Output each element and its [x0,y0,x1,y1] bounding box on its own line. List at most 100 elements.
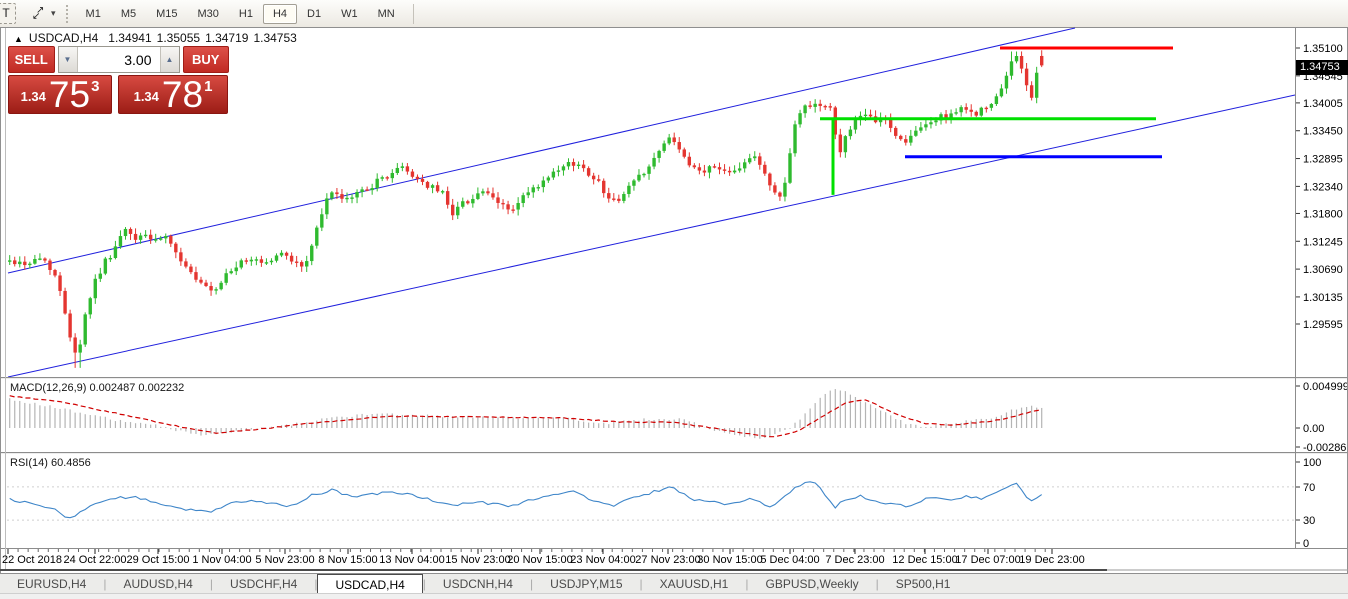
time-axis-label: 12 Dec 15:00 [892,554,957,566]
ohlc-open: 1.34941 [108,31,152,45]
time-axis-label: 13 Nov 04:00 [379,554,444,566]
chart-tab-usdjpy[interactable]: USDJPY,M15 [550,577,623,591]
volume-stepper: ▼ ▲ [57,46,180,73]
price-axis-label: 1.31800 [1303,208,1343,220]
time-axis-label: 15 Nov 23:00 [445,554,510,566]
chart-tab-usdcnh[interactable]: USDCNH,H4 [442,577,513,591]
rsi-axis-label: 30 [1303,515,1315,527]
price-axis-label: 1.32340 [1303,181,1343,193]
arrows-icon: ↗ ↙ [32,4,45,22]
sell-price-box[interactable]: 1.34 75 3 [8,75,112,114]
tab-separator: | [314,577,318,591]
price-axis-label: 1.35100 [1303,43,1343,55]
chevron-down-icon[interactable]: ▾ [51,8,56,18]
macd-signal-line [9,395,1042,438]
time-axis-label: 30 Nov 15:00 [697,554,762,566]
macd-axis-label: 0.00 [1303,423,1324,435]
upper-channel-trendline [7,27,1076,274]
time-axis-label: 5 Dec 04:00 [760,554,819,566]
collapse-arrow-icon[interactable]: ▲ [14,34,23,44]
timeframe-button-m5[interactable]: M5 [120,7,137,20]
price-axis-label: 1.32895 [1303,154,1343,166]
chart-tab-gbpusd[interactable]: GBPUSD,Weekly [765,577,859,591]
chart-tab-sp500[interactable]: SP500,H1 [895,577,951,591]
buy-price-prefix: 1.34 [133,89,159,104]
buy-button[interactable]: BUY [182,46,229,73]
timeframe-button-d1[interactable]: D1 [307,7,322,20]
timeframe-buttons: M1 M5 M15 M30 H1 H4 D1 W1 MN [76,3,405,24]
volume-decrease-button[interactable]: ▼ [58,47,78,72]
chart-tab-xauusd[interactable]: XAUUSD,H1 [659,577,729,591]
time-axis-label: 27 Nov 23:00 [635,554,700,566]
timeframe-button-w1[interactable]: W1 [341,7,358,20]
sell-price-prefix: 1.34 [20,89,46,104]
macd-axis-label: 0.004999 [1303,381,1348,393]
ohlc-low: 1.34719 [205,31,249,45]
timeframe-button-m1[interactable]: M1 [85,7,101,20]
tab-separator: | [529,577,534,591]
price-axis-label: 1.31245 [1303,236,1343,248]
tab-separator: | [745,577,749,591]
sell-price-digits: 75 [48,74,91,115]
cursor-tool-button[interactable]: ↗ ↙ ▾ [32,4,56,22]
macd-axis-label: -0.00286 [1303,442,1346,454]
time-axis-label: 8 Nov 15:00 [318,554,377,566]
sell-price-pip: 3 [91,78,100,95]
time-axis-label: 5 Nov 23:00 [255,554,314,566]
volume-increase-button[interactable]: ▲ [159,47,179,72]
macd-indicator-label: MACD(12,26,9) 0.002487 0.002232 [10,382,185,394]
rsi-axis-label: 100 [1303,457,1321,469]
timeframe-button-mn[interactable]: MN [377,7,395,20]
tab-separator: | [422,577,426,591]
buy-price-digits: 78 [161,74,204,115]
time-axis-label: 29 Oct 15:00 [127,554,190,566]
sell-button[interactable]: SELL [8,46,55,73]
time-axis-label: 23 Nov 04:00 [570,554,635,566]
rsi-indicator-label: RSI(14) 60.4856 [10,457,91,469]
time-axis-label: 20 Nov 15:00 [507,554,572,566]
rsi-axis-label: 0 [1303,538,1309,550]
price-axis-label: 1.33450 [1303,126,1343,138]
ohlc-high: 1.35055 [156,31,201,45]
price-axis-label: 1.34005 [1303,98,1343,110]
chart-tab-usdcad[interactable]: USDCAD,H4 [317,574,423,594]
top-toolbar: T ↗ ↙ ▾ M1 M5 M15 M30 H1 H4 D1 W1 MN [0,0,1348,28]
chart-header: ▲ USDCAD,H4 1.34941 1.35055 1.34719 1.34753 [14,31,302,45]
timeframe-button-m15[interactable]: M15 [156,7,178,20]
timeframe-button-h4[interactable]: H4 [262,3,298,24]
price-axis-label: 1.30135 [1303,292,1343,304]
chart-tab-bar: EURUSD,H4 | AUDUSD,H4 | USDCHF,H4 | USDCAD,H4 |… [0,573,1348,594]
symbol-period-label: USDCAD,H4 [28,31,99,45]
tab-separator: | [103,577,107,591]
chart-window-border [0,27,1348,28]
tab-separator: | [209,577,213,591]
tab-separator: | [639,577,643,591]
lower-channel-trendline [7,94,1296,378]
buy-price-pip: 1 [204,78,213,95]
chart-tab-eurusd[interactable]: EURUSD,H4 [17,577,87,591]
tab-separator: | [875,577,879,591]
time-axis-label: 7 Dec 23:00 [825,554,884,566]
buy-price-box[interactable]: 1.34 78 1 [118,75,228,114]
status-strip [0,593,1348,599]
rsi-line [9,481,1043,519]
rsi-axis-label: 70 [1303,482,1315,494]
timeframe-button-h1[interactable]: H1 [238,7,253,20]
time-axis-label: 24 Oct 22:00 [64,554,127,566]
one-click-trading-panel: SELL ▼ ▲ BUY 1.34 75 3 1.34 78 1 [8,46,229,114]
current-price-badge: 1.34753 [1296,60,1348,75]
price-axis-label: 1.29595 [1303,319,1343,331]
time-axis-label: 19 Dec 23:00 [1019,554,1084,566]
chart-tab-audusd[interactable]: AUDUSD,H4 [123,577,193,591]
text-tool-button[interactable]: T [0,3,16,24]
volume-input[interactable] [77,47,160,72]
toolbar-separator [412,3,414,24]
timeframe-button-m30[interactable]: M30 [197,7,219,20]
time-axis-label: 1 Nov 04:00 [192,554,251,566]
time-axis-label: 17 Dec 07:00 [955,554,1020,566]
toolbar-separator [65,4,68,23]
ohlc-close: 1.34753 [253,31,297,45]
chart-tab-usdchf[interactable]: USDCHF,H4 [229,577,298,591]
